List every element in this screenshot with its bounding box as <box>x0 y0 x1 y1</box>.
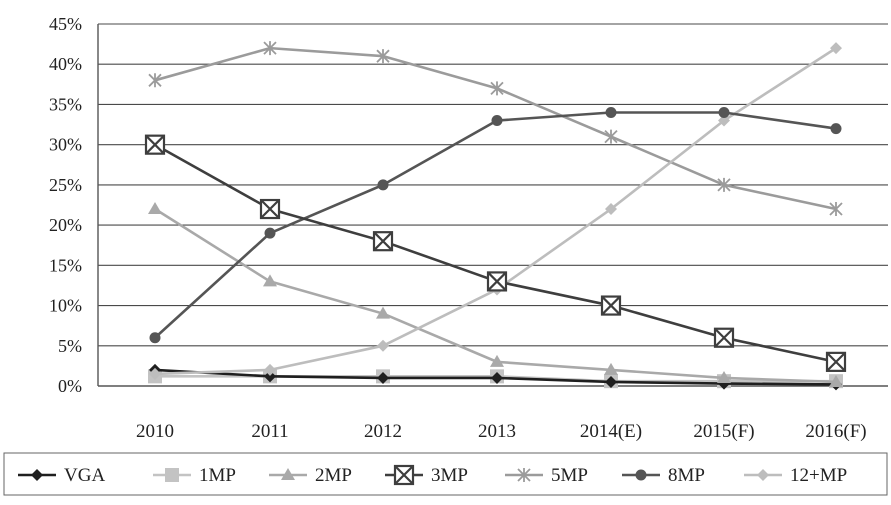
x-tick-label: 2015(F) <box>693 421 754 442</box>
x-tick-label: 2016(F) <box>805 421 866 442</box>
data-point-3mp <box>486 271 508 292</box>
data-point-12-mp <box>605 203 617 216</box>
y-tick-label: 30% <box>49 135 82 155</box>
y-tick-label: 15% <box>49 255 82 275</box>
data-point-12-mp <box>149 367 161 380</box>
data-point-8mp <box>264 227 276 239</box>
legend-label-12-mp: 12+MP <box>790 465 847 486</box>
legend-label-vga: VGA <box>64 465 105 486</box>
series-3mp <box>144 134 847 372</box>
data-point-5mp <box>604 129 618 144</box>
data-point-5mp <box>376 49 390 64</box>
data-point-8mp <box>605 106 617 118</box>
legend-label-5mp: 5MP <box>551 465 588 486</box>
legend-item-8mp: 8MP <box>622 465 705 486</box>
legend-label-8mp: 8MP <box>668 465 705 486</box>
data-point-2mp <box>490 354 504 367</box>
data-point-2mp <box>376 306 390 319</box>
series-8mp <box>149 106 842 344</box>
legend-item-12-mp: 12+MP <box>744 465 847 486</box>
data-point-vga <box>264 370 276 383</box>
x-tick-label: 2012 <box>364 421 402 442</box>
legend-box <box>3 452 888 496</box>
legend-marker-5mp <box>517 468 531 482</box>
series-line-12-mp <box>154 47 837 376</box>
data-point-5mp <box>717 177 731 192</box>
data-point-5mp <box>148 73 162 88</box>
legend-item-3mp: 3MP <box>385 464 468 486</box>
legend-label-1mp: 1MP <box>199 465 236 486</box>
legend-item-1mp: 1MP <box>153 465 236 486</box>
data-point-12-mp <box>830 42 842 55</box>
data-point-vga <box>377 371 389 384</box>
data-point-3mp <box>600 295 622 316</box>
data-point-3mp <box>825 351 847 372</box>
data-point-5mp <box>829 202 843 217</box>
y-tick-label: 5% <box>58 336 82 356</box>
legend-marker-12-mp <box>757 469 769 481</box>
legend-item-2mp: 2MP <box>269 465 352 486</box>
data-point-2mp <box>829 374 843 387</box>
x-tick-label: 2010 <box>136 421 174 442</box>
y-tick-label: 40% <box>49 54 82 74</box>
y-tick-label: 20% <box>49 215 82 235</box>
legend-item-5mp: 5MP <box>505 465 588 486</box>
series-2mp <box>148 202 843 387</box>
series-line-2mp <box>154 207 837 384</box>
x-tick-label: 2013 <box>478 421 516 442</box>
data-point-8mp <box>718 106 730 118</box>
data-point-8mp <box>491 115 503 127</box>
data-point-5mp <box>263 41 277 56</box>
x-tick-label: 2011 <box>251 421 288 442</box>
legend-label-2mp: 2MP <box>315 465 352 486</box>
y-tick-label: 25% <box>49 175 82 195</box>
y-tick-label: 45% <box>49 14 82 34</box>
y-tick-label: 10% <box>49 296 82 316</box>
x-tick-label: 2014(E) <box>580 421 642 442</box>
series-5mp <box>148 41 843 217</box>
data-point-8mp <box>149 332 161 344</box>
legend-marker-vga <box>31 469 43 481</box>
y-tick-label: 35% <box>49 94 82 114</box>
legend-marker-3mp <box>393 464 415 486</box>
data-point-vga <box>491 371 503 384</box>
y-tick-label: 0% <box>58 376 82 396</box>
data-point-8mp <box>377 179 389 191</box>
data-point-12-mp <box>377 339 389 352</box>
legend-label-3mp: 3MP <box>431 465 468 486</box>
legend-item-vga: VGA <box>18 465 105 486</box>
data-point-3mp <box>372 231 394 252</box>
data-point-2mp <box>604 362 618 375</box>
legend-marker-1mp <box>165 468 179 482</box>
legend-marker-2mp <box>281 468 295 480</box>
data-point-vga <box>605 375 617 388</box>
data-point-5mp <box>490 81 504 96</box>
legend-marker-8mp <box>635 469 647 481</box>
data-point-12-mp <box>264 363 276 376</box>
data-point-3mp <box>259 198 281 220</box>
series-12-mp <box>149 42 842 380</box>
data-point-8mp <box>830 123 842 135</box>
data-point-2mp <box>148 202 162 215</box>
data-point-3mp <box>144 134 166 155</box>
data-point-12-mp <box>718 114 730 127</box>
data-point-2mp <box>717 370 731 383</box>
data-point-3mp <box>713 327 735 348</box>
data-point-2mp <box>263 274 277 287</box>
